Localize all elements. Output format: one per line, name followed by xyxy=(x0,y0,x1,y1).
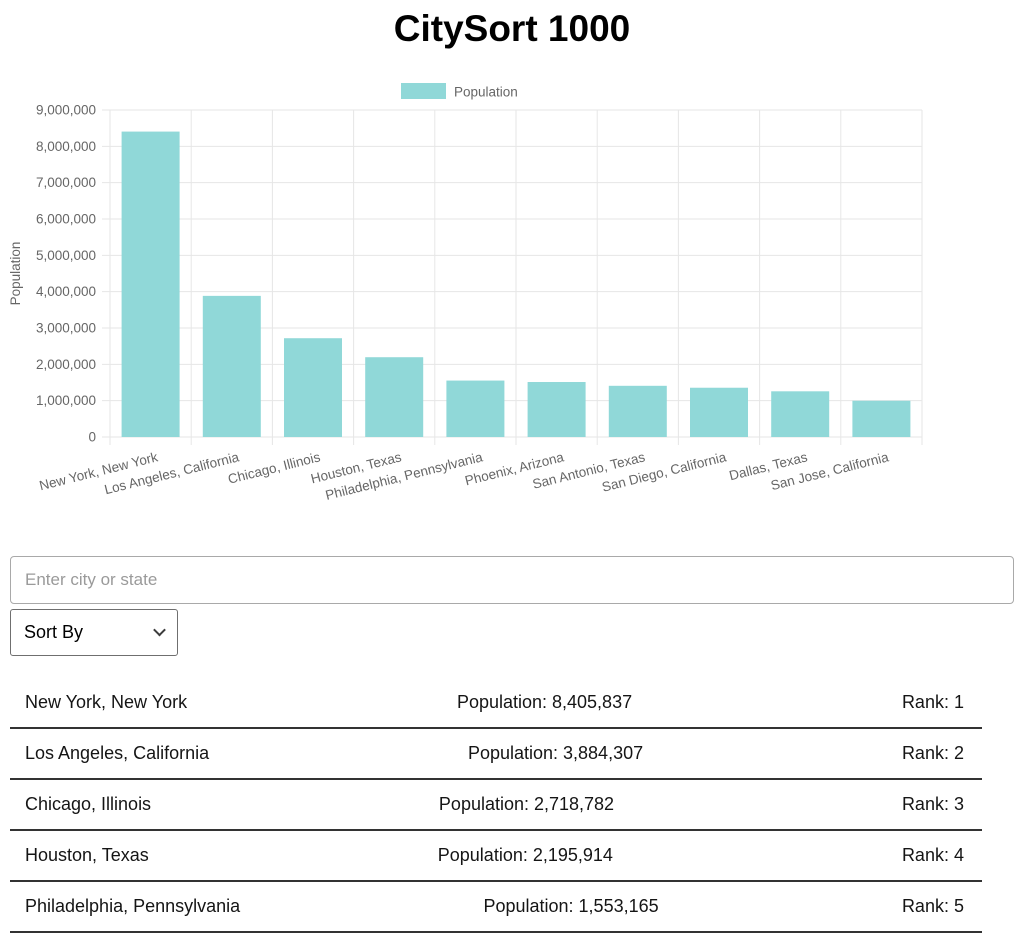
table-row: Philadelphia, Pennsylvania Population: 1,… xyxy=(10,882,982,933)
bar-4[interactable] xyxy=(446,380,505,437)
bar-1[interactable] xyxy=(202,295,261,437)
y-axis-tick-label: 8,000,000 xyxy=(36,138,96,153)
row-population: Population: 1,553,165 xyxy=(483,895,659,916)
y-axis-tick-label: 3,000,000 xyxy=(36,320,96,335)
row-city: Los Angeles, California xyxy=(25,742,210,763)
bar-9[interactable] xyxy=(852,400,911,437)
bar-2[interactable] xyxy=(284,337,342,437)
sort-by-wrapper: Sort By xyxy=(10,608,178,656)
row-population: Population: 2,718,782 xyxy=(438,793,615,814)
legend-item[interactable]: Population xyxy=(401,82,518,100)
row-city: Chicago, Illinois xyxy=(25,793,152,814)
y-axis-tick-label: 9,000,000 xyxy=(36,102,96,117)
row-population: Population: 2,195,914 xyxy=(437,844,613,865)
y-axis-tick-label: 5,000,000 xyxy=(36,247,96,262)
bar-6[interactable] xyxy=(608,385,667,437)
search-input[interactable] xyxy=(10,555,1014,604)
table-row: Chicago, Illinois Population: 2,718,782 Ra… xyxy=(10,780,982,831)
bar-7[interactable] xyxy=(690,387,748,437)
y-axis-tick-label: 4,000,000 xyxy=(36,284,96,299)
sort-by-select[interactable]: Sort By xyxy=(10,608,178,656)
legend-swatch-icon xyxy=(401,82,446,99)
row-rank: Rank: 1 xyxy=(901,691,964,712)
y-axis-tick-label: 2,000,000 xyxy=(36,356,96,371)
table-row: Los Angeles, California Population: 3,884… xyxy=(10,729,982,780)
y-axis-tick-label: 1,000,000 xyxy=(36,393,96,408)
row-city: Philadelphia, Pennsylvania xyxy=(25,895,241,916)
bar-5[interactable] xyxy=(527,381,586,437)
row-city: New York, New York xyxy=(25,691,188,712)
bar-8[interactable] xyxy=(771,390,830,437)
row-rank: Rank: 3 xyxy=(901,793,964,814)
x-axis-label: Chicago, Illinois xyxy=(226,449,322,486)
bar-3[interactable] xyxy=(365,356,424,437)
population-bar-chart-canvas: 0 1,000,000 2,000,000 3,000,000 4,000,000 5,0… xyxy=(8,82,923,502)
row-rank: Rank: 5 xyxy=(901,895,964,916)
row-population: Population: 8,405,837 xyxy=(456,691,633,712)
y-axis-tick-label: 6,000,000 xyxy=(36,211,96,226)
row-population: Population: 3,884,307 xyxy=(467,742,644,763)
bar-0[interactable] xyxy=(121,131,180,437)
row-rank: Rank: 2 xyxy=(901,742,964,763)
y-axis-tick-label: 0 xyxy=(88,429,96,444)
y-axis-tick-label: 7,000,000 xyxy=(36,175,96,190)
city-list: New York, New York Population: 8,405,837 R… xyxy=(10,678,982,933)
search-row xyxy=(10,555,1014,604)
table-row: New York, New York Population: 8,405,837 R… xyxy=(10,678,982,729)
row-rank: Rank: 4 xyxy=(901,844,964,865)
population-chart: 0 1,000,000 2,000,000 3,000,000 4,000,000 5,0… xyxy=(0,60,1024,516)
table-row: Houston, Texas Population: 2,195,914 Rank:… xyxy=(10,831,982,882)
page-title: CitySort 1000 xyxy=(393,8,631,49)
legend-label: Population xyxy=(454,84,518,99)
y-axis-title: Population xyxy=(8,241,23,305)
row-city: Houston, Texas xyxy=(25,844,149,865)
